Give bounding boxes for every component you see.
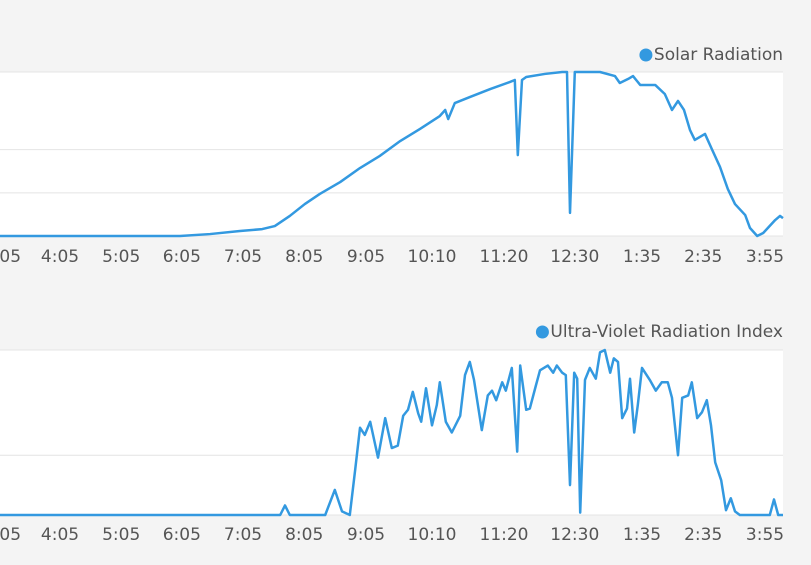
x-tick-label: 6:05 bbox=[163, 247, 201, 267]
x-tick-label: 5:05 bbox=[102, 525, 140, 545]
x-tick-label: 9:05 bbox=[347, 247, 385, 267]
plot-area bbox=[0, 72, 783, 236]
x-tick-label: 3:55 bbox=[746, 247, 784, 267]
x-tick-label: 12:30 bbox=[550, 247, 599, 267]
line-series bbox=[0, 70, 784, 238]
x-tick-label: 11:20 bbox=[480, 247, 529, 267]
line-series bbox=[0, 348, 783, 517]
x-tick-label: 10:10 bbox=[408, 525, 457, 545]
x-tick-label: 4:05 bbox=[41, 247, 79, 267]
x-tick-label: 05 bbox=[0, 525, 21, 545]
legend-marker bbox=[535, 325, 549, 339]
legend-marker bbox=[639, 48, 653, 62]
x-tick-label: 4:05 bbox=[41, 525, 79, 545]
x-tick-label: 10:10 bbox=[408, 247, 457, 267]
x-tick-label: 3:55 bbox=[746, 525, 784, 545]
x-tick-label: 7:05 bbox=[224, 525, 262, 545]
x-tick-label: 11:20 bbox=[480, 525, 529, 545]
x-tick-label: 05 bbox=[0, 247, 21, 267]
x-tick-label: 2:35 bbox=[684, 247, 722, 267]
x-tick-label: 12:30 bbox=[550, 525, 599, 545]
x-tick-label: 5:05 bbox=[102, 247, 140, 267]
x-tick-label: 1:35 bbox=[623, 247, 661, 267]
x-tick-label: 2:35 bbox=[684, 525, 722, 545]
plot-area bbox=[0, 350, 783, 515]
x-tick-label: 7:05 bbox=[224, 247, 262, 267]
x-tick-label: 8:05 bbox=[285, 525, 323, 545]
x-tick-label: 1:35 bbox=[623, 525, 661, 545]
legend-label: Solar Radiation bbox=[654, 45, 783, 65]
x-tick-label: 9:05 bbox=[347, 525, 385, 545]
x-tick-label: 6:05 bbox=[163, 525, 201, 545]
legend-label: Ultra-Violet Radiation Index bbox=[550, 322, 783, 342]
x-tick-label: 8:05 bbox=[285, 247, 323, 267]
